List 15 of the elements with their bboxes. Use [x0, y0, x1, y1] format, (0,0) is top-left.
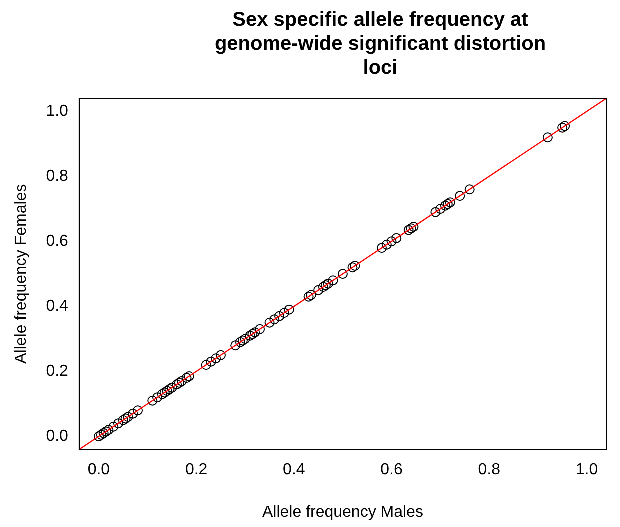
y-tick-label: 0.2 [46, 363, 69, 380]
y-tick-label: 0.4 [46, 298, 69, 316]
y-axis-title: Allele frequency Females [13, 184, 30, 364]
x-tick-label: 0.6 [380, 462, 403, 479]
x-tick-label: 0.2 [185, 462, 208, 479]
y-tick-label: 0.0 [46, 428, 69, 446]
y-tick-label: 0.6 [46, 233, 69, 250]
chart-title: Sex specific allele frequency at genome-wide significant distortion loci [214, 8, 548, 80]
y-tick-label: 0.8 [46, 168, 69, 186]
x-axis-title: Allele frequency Males [262, 504, 424, 521]
x-tick-label: 0.8 [478, 462, 501, 479]
x-tick-label: 1.0 [576, 462, 598, 479]
x-tick-label: 0.4 [283, 462, 306, 479]
y-tick-label: 1.0 [46, 103, 69, 120]
x-tick-label: 0.0 [88, 462, 110, 479]
